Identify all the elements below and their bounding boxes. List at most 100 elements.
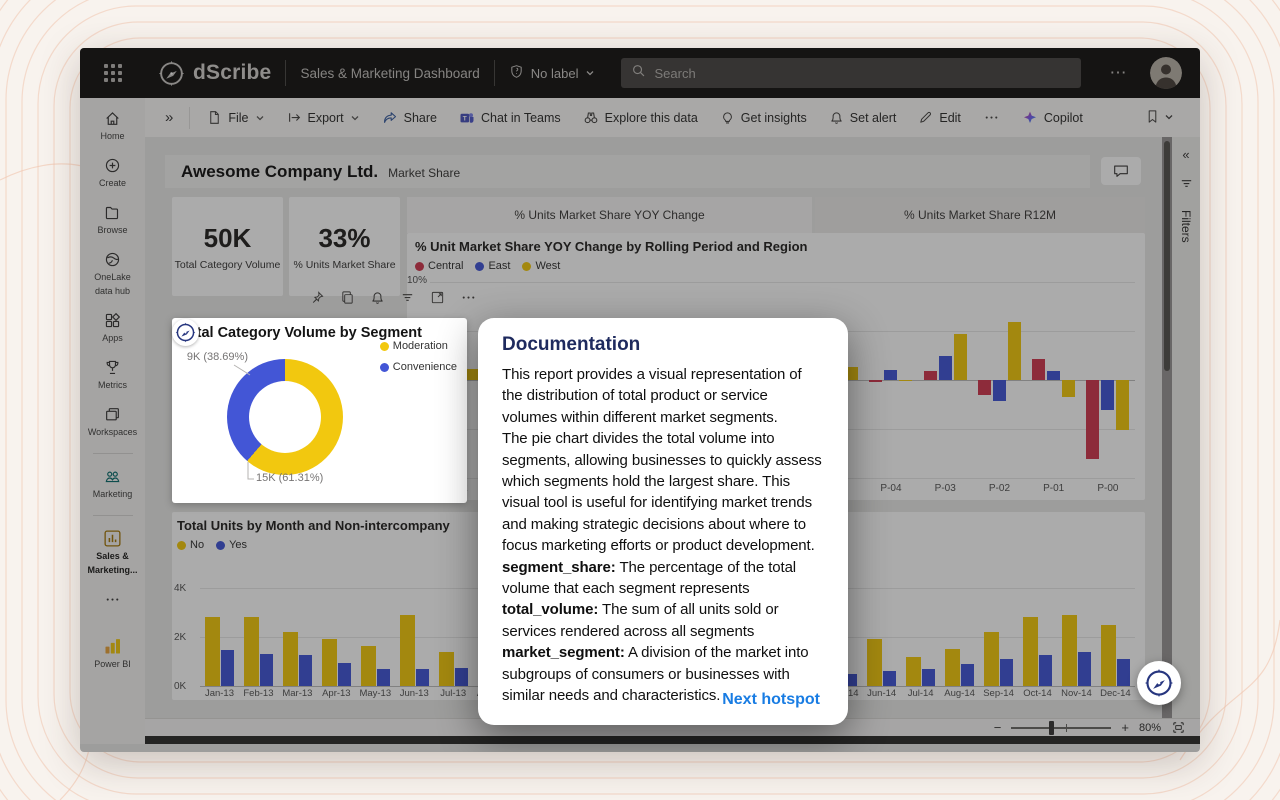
- sidebar-item-label: Marketing: [92, 489, 133, 499]
- more-icon: [104, 589, 121, 609]
- divider: [189, 106, 191, 129]
- y-axis-tick: 10%: [407, 275, 428, 286]
- sidebar-item-workspaces[interactable]: Workspaces: [80, 404, 145, 438]
- toolbar-item-teams[interactable]: T Chat in Teams: [448, 98, 572, 137]
- yes-bar: [1000, 659, 1014, 686]
- sidebar-item-label: Marketing...: [87, 565, 138, 575]
- chevron-down-icon[interactable]: [1164, 111, 1174, 125]
- yes-bar: [883, 671, 897, 686]
- chart-title: Total Category Volume by Segment: [180, 325, 422, 341]
- legend-item-no[interactable]: No: [177, 539, 204, 551]
- toolbar-item-edit[interactable]: Edit: [907, 98, 972, 137]
- collapse-pane-button[interactable]: «: [1182, 147, 1190, 162]
- toolbar-item-alert[interactable]: Set alert: [818, 98, 908, 137]
- teams-icon: T: [459, 110, 475, 126]
- no-bar: [204, 617, 220, 686]
- filters-pane-label[interactable]: Filters: [1179, 210, 1193, 243]
- tab-r12m[interactable]: % Units Market Share R12M: [815, 197, 1145, 233]
- bookmark-icon[interactable]: [1145, 109, 1160, 127]
- zoom-slider-thumb[interactable]: [1049, 720, 1055, 735]
- toolbar-item-file[interactable]: File: [196, 98, 275, 137]
- west-bar: [953, 333, 967, 380]
- dscribe-hotspot-badge-icon[interactable]: [172, 319, 199, 346]
- sidebar-item-home[interactable]: Home: [80, 108, 145, 142]
- zoom-out-button[interactable]: −: [993, 720, 1002, 735]
- shield-label-icon: [509, 64, 524, 82]
- toolbar-item-export[interactable]: Export: [276, 98, 371, 137]
- pin-icon[interactable]: [310, 290, 325, 305]
- west-bar: [899, 380, 913, 381]
- toolbar-item-more[interactable]: [972, 98, 1011, 137]
- east-bar: [992, 380, 1006, 401]
- toolbar-item-label: Set alert: [849, 110, 897, 125]
- x-axis-tick: Jul-13: [440, 688, 467, 699]
- vertical-scrollbar[interactable]: [1162, 137, 1172, 718]
- sidebar-item-apps[interactable]: Apps: [80, 310, 145, 344]
- toolbar-item-share[interactable]: Share: [371, 98, 448, 137]
- filters-collapsed-pane: « Filters: [1172, 137, 1200, 718]
- app-window: dScribe Sales & Marketing Dashboard No l…: [80, 48, 1200, 752]
- donut-chart[interactable]: [227, 359, 343, 475]
- topbar-more-button[interactable]: ⋯: [1109, 63, 1129, 82]
- next-hotspot-link[interactable]: Next hotspot: [722, 691, 820, 708]
- scrollbar-thumb[interactable]: [1164, 141, 1170, 371]
- toolbar-item-explore[interactable]: Explore this data: [572, 98, 709, 137]
- popup-title: Documentation: [502, 334, 641, 355]
- sidebar-item-label: Sales &: [96, 551, 129, 561]
- sidebar-item-salesmkt[interactable]: Sales & Marketing...: [80, 528, 145, 576]
- search-input[interactable]: [654, 65, 1072, 81]
- comments-button[interactable]: [1101, 157, 1141, 185]
- x-axis-tick: P-01: [1043, 483, 1065, 494]
- no-bar: [1023, 617, 1039, 686]
- term-desc: A division of the market into subgroups …: [502, 644, 809, 705]
- toolbar-item-insights[interactable]: Get insights: [709, 98, 818, 137]
- east-bar: [1101, 380, 1115, 411]
- kpi-card-market-share[interactable]: 33% % Units Market Share: [289, 197, 400, 296]
- workspaces-icon: [104, 404, 121, 424]
- sidebar-item-metrics[interactable]: Metrics: [80, 357, 145, 391]
- sidebar-item-marketing[interactable]: Marketing: [80, 466, 145, 500]
- x-axis-tick: Aug-14: [944, 688, 975, 699]
- search-box[interactable]: [621, 58, 1082, 88]
- toolbar-item-label: Explore this data: [604, 110, 698, 125]
- x-axis-tick: Jul-14: [907, 688, 934, 699]
- sensitivity-label-dropdown[interactable]: No label: [509, 64, 596, 82]
- more-options-icon[interactable]: [460, 289, 477, 306]
- fit-to-page-icon[interactable]: [1171, 720, 1186, 735]
- zoom-in-button[interactable]: +: [1121, 720, 1129, 735]
- legend-item-central[interactable]: Central: [415, 260, 463, 272]
- avatar[interactable]: [1150, 57, 1183, 89]
- copy-icon[interactable]: [340, 290, 355, 305]
- waffle-menu-icon[interactable]: [104, 64, 122, 82]
- legend-item-east[interactable]: East: [475, 260, 510, 272]
- segment-pie-card[interactable]: Total Category Volume by Segment Moderat…: [172, 318, 467, 503]
- toolbar-item-label: Copilot: [1043, 110, 1083, 125]
- x-axis-tick: Feb-13: [243, 688, 274, 699]
- toolbar-item-copilot[interactable]: Copilot: [1011, 98, 1094, 137]
- legend-item-moderation[interactable]: Moderation: [379, 340, 457, 352]
- zoom-slider[interactable]: [1011, 720, 1112, 735]
- toolbar-item-label: Share: [403, 110, 437, 125]
- expand-nav-button[interactable]: »: [165, 109, 174, 126]
- legend-item-convenience[interactable]: Convenience: [379, 361, 457, 373]
- legend-item-west[interactable]: West: [522, 260, 560, 272]
- sidebar-item-powerbi[interactable]: Power BI: [80, 636, 145, 670]
- legend-label: West: [535, 260, 561, 272]
- dscribe-assistant-button[interactable]: [1137, 661, 1181, 705]
- filter-icon[interactable]: [400, 290, 415, 305]
- x-axis-tick: Sep-14: [983, 688, 1014, 699]
- legend-dot: [177, 540, 186, 550]
- sidebar-item-create[interactable]: Create: [80, 155, 145, 189]
- document-title: Sales & Marketing Dashboard: [300, 65, 480, 81]
- legend-item-yes[interactable]: Yes: [216, 539, 247, 551]
- divider: [493, 60, 495, 86]
- sidebar-item-onelake[interactable]: OneLake data hub: [80, 249, 145, 297]
- sidebar-item-browse[interactable]: Browse: [80, 202, 145, 236]
- sidebar-item-label: data hub: [94, 286, 131, 296]
- focus-mode-icon[interactable]: [430, 290, 445, 305]
- kpi-card-total-volume[interactable]: 50K Total Category Volume: [172, 197, 283, 296]
- kpi-label: % Units Market Share: [293, 258, 396, 271]
- alert-bell-icon[interactable]: [370, 290, 385, 305]
- sidebar-item-more[interactable]: [80, 589, 145, 609]
- tab-yoy-change[interactable]: % Units Market Share YOY Change: [407, 197, 812, 233]
